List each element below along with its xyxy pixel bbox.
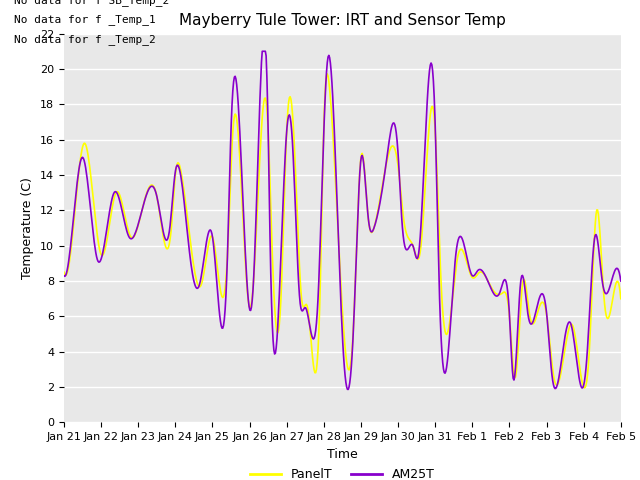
Text: No data for f SB_Temp_2: No data for f SB_Temp_2	[14, 0, 169, 6]
Text: No data for f _Temp_1: No data for f _Temp_1	[14, 14, 156, 25]
Legend: PanelT, AM25T: PanelT, AM25T	[244, 463, 440, 480]
X-axis label: Time: Time	[327, 448, 358, 461]
Title: Mayberry Tule Tower: IRT and Sensor Temp: Mayberry Tule Tower: IRT and Sensor Temp	[179, 13, 506, 28]
Text: No data for f _Temp_2: No data for f _Temp_2	[14, 34, 156, 45]
Y-axis label: Temperature (C): Temperature (C)	[22, 177, 35, 279]
